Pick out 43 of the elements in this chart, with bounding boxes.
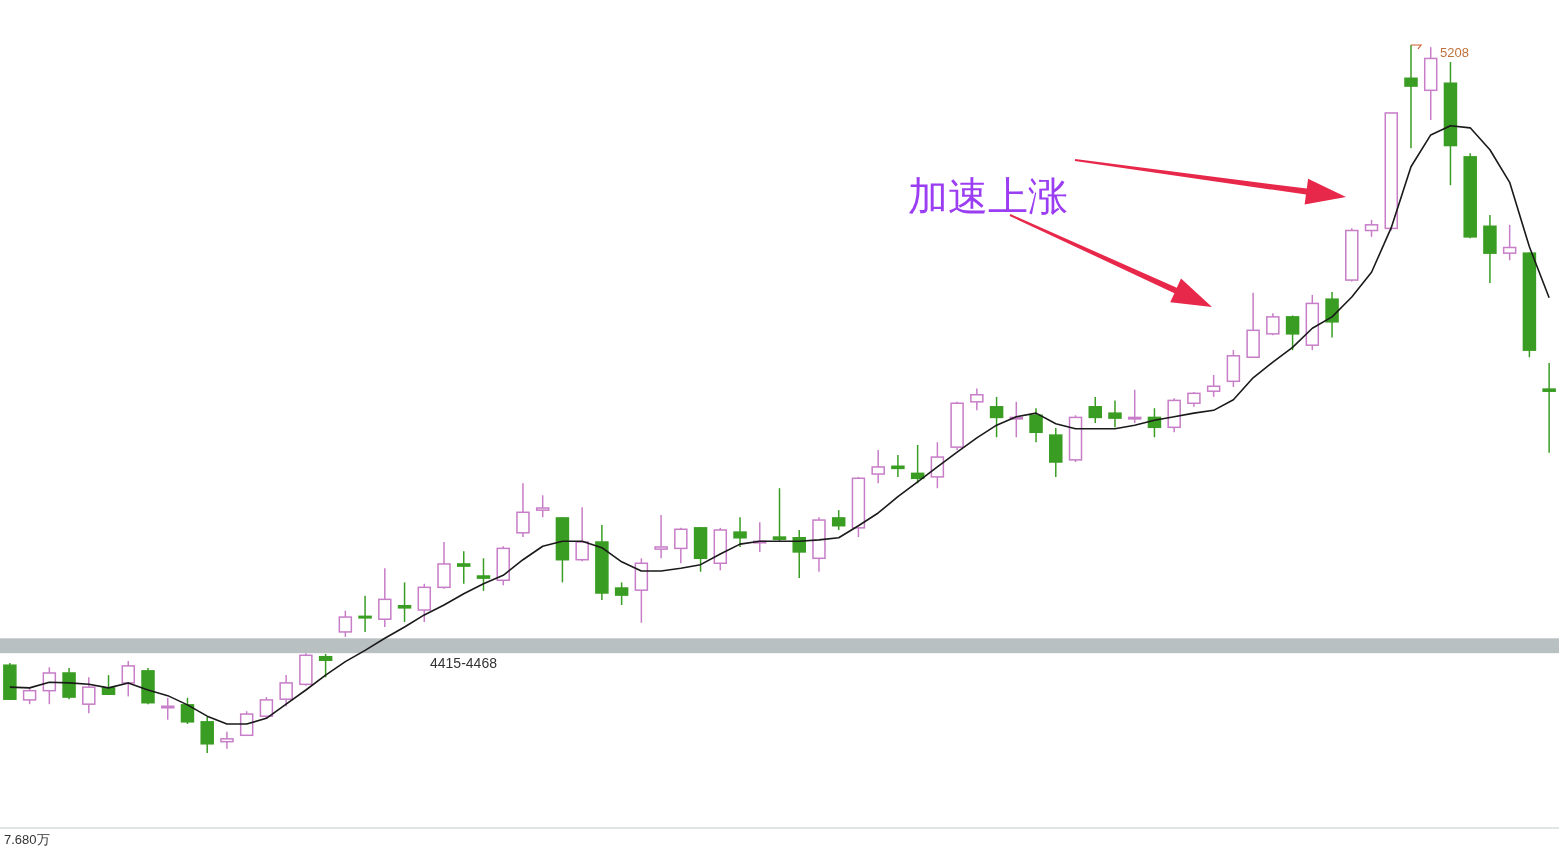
candlestick xyxy=(1502,224,1517,261)
candlestick xyxy=(831,509,846,531)
candlestick xyxy=(575,506,589,562)
candlestick xyxy=(397,581,412,623)
candlestick xyxy=(220,731,234,750)
candlestick xyxy=(417,583,432,623)
band-label: 4415-4468 xyxy=(430,655,498,672)
candlestick xyxy=(476,557,491,592)
candlestick xyxy=(792,529,806,579)
candlestick xyxy=(378,567,392,628)
candlestick xyxy=(1542,362,1556,454)
candlestick xyxy=(180,697,195,725)
candlestick xyxy=(970,387,984,412)
candlestick xyxy=(338,609,353,638)
candlestick xyxy=(989,396,1004,438)
candlestick xyxy=(121,660,136,698)
candlestick xyxy=(1108,399,1122,429)
candlestick xyxy=(1088,396,1102,424)
candlestick xyxy=(437,541,451,590)
candlestick xyxy=(82,676,96,715)
candlestick xyxy=(772,487,787,543)
candlestick xyxy=(358,595,372,633)
candlestick xyxy=(1285,314,1300,351)
candlestick xyxy=(871,449,885,484)
candlestick xyxy=(279,674,293,708)
annotation: 加速上涨 xyxy=(908,174,1068,218)
candlestick xyxy=(200,716,214,754)
candlestick xyxy=(318,653,333,678)
candlestick xyxy=(457,550,471,585)
candlestick xyxy=(1127,389,1142,424)
candlestick xyxy=(1325,291,1339,339)
candlestick xyxy=(654,514,668,560)
candlestick xyxy=(516,482,530,538)
candlestick xyxy=(535,494,550,518)
candlestick xyxy=(160,697,175,721)
candlestick xyxy=(1206,374,1221,398)
candlestick xyxy=(733,516,747,548)
candlestick xyxy=(674,527,688,565)
annotation: 5208 xyxy=(1439,45,1469,60)
candlestick xyxy=(1029,407,1043,443)
text: 7.680万 xyxy=(4,832,50,847)
candlestick xyxy=(930,441,945,489)
candlestick xyxy=(614,581,629,606)
